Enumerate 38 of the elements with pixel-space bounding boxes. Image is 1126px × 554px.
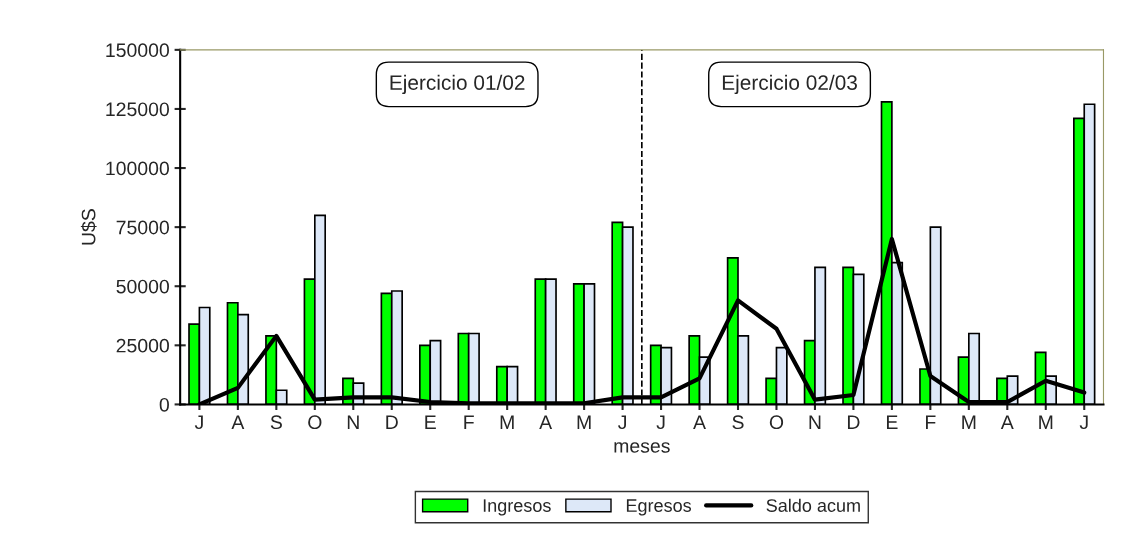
legend-label: Saldo acum bbox=[766, 498, 860, 512]
x-tick-label: M bbox=[577, 415, 591, 429]
x-tick-label: D bbox=[847, 415, 860, 429]
x-tick-label: J bbox=[194, 415, 203, 430]
legend-label: Ingresos bbox=[483, 499, 551, 516]
x-tick-label: D bbox=[386, 415, 398, 429]
x-axis-title: meses bbox=[614, 442, 670, 453]
y-tick-label: 100000 bbox=[106, 161, 169, 176]
x-tick-label: O bbox=[308, 415, 322, 430]
x-tick-label: A bbox=[1000, 415, 1014, 429]
annotation: Ejercicio 02/03 bbox=[722, 74, 857, 95]
legend-label: Egresos bbox=[626, 499, 692, 516]
x-tick-label: A bbox=[539, 415, 553, 429]
x-tick-label: A bbox=[693, 415, 706, 429]
y-tick-label: 125000 bbox=[106, 102, 169, 117]
x-tick-label: E bbox=[425, 415, 436, 429]
x-tick-label: A bbox=[231, 415, 245, 429]
x-tick-label: F bbox=[464, 415, 474, 429]
x-tick-label: N bbox=[809, 415, 821, 429]
x-tick-label: E bbox=[887, 415, 898, 429]
y-axis-title: U$S bbox=[80, 209, 97, 245]
x-tick-label: M bbox=[1039, 415, 1053, 429]
x-tick-label: S bbox=[270, 415, 282, 430]
x-tick-label: S bbox=[732, 415, 744, 430]
x-tick-label: O bbox=[769, 415, 784, 430]
x-tick-label: J bbox=[656, 415, 665, 430]
y-tick-label: 150000 bbox=[106, 43, 169, 58]
annotation: Ejercicio 01/02 bbox=[390, 74, 525, 95]
y-tick-label: 75000 bbox=[116, 220, 169, 235]
y-tick-label: 50000 bbox=[116, 279, 169, 294]
x-tick-label: J bbox=[1079, 415, 1088, 430]
y-tick-label: 25000 bbox=[116, 338, 169, 353]
x-tick-label: J bbox=[618, 415, 626, 430]
x-tick-label: M bbox=[500, 415, 514, 429]
y-tick-label: 0 bbox=[159, 397, 169, 412]
x-tick-label: N bbox=[347, 415, 359, 429]
x-tick-label: M bbox=[962, 415, 976, 429]
x-tick-label: F bbox=[926, 415, 936, 429]
